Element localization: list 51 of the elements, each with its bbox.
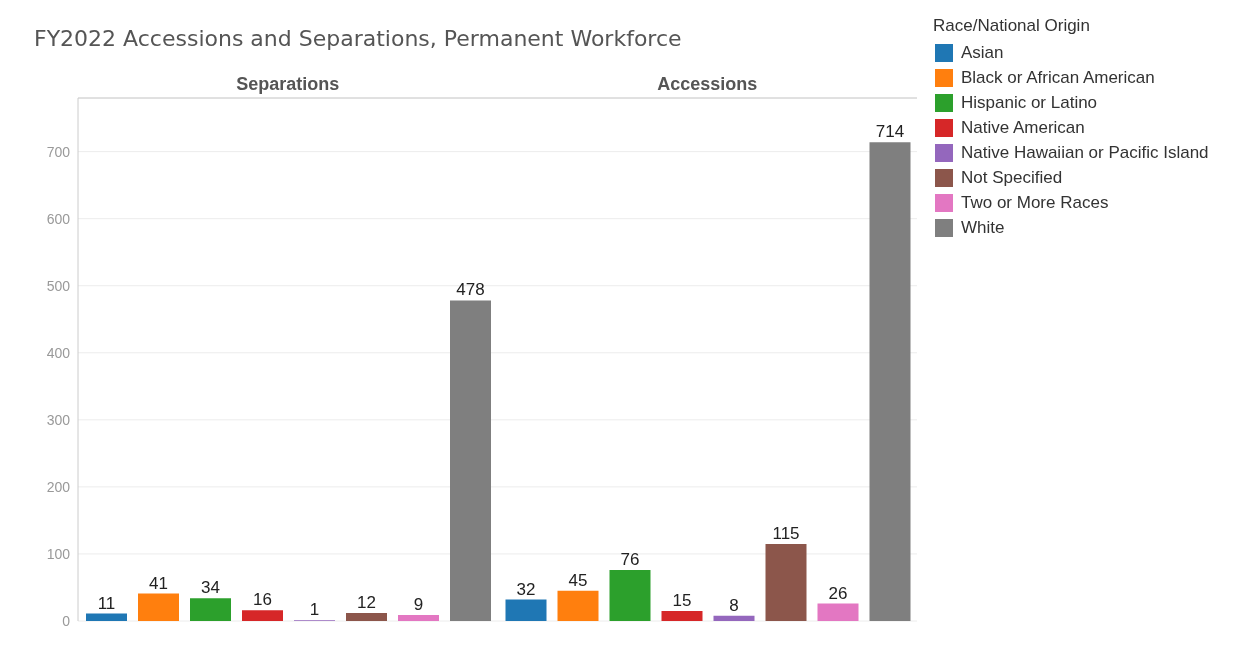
data-label: 26 — [828, 583, 848, 603]
bar — [661, 610, 703, 621]
data-label: 115 — [772, 523, 800, 543]
data-label: 76 — [620, 550, 640, 570]
data-label: 16 — [253, 590, 272, 610]
y-tick-label: 200 — [46, 478, 71, 495]
chart-title: FY2022 Accessions and Separations, Permanent Workforce — [34, 26, 682, 51]
data-label: 45 — [568, 570, 588, 590]
y-tick-label: 300 — [46, 411, 71, 428]
bar — [398, 614, 439, 621]
legend-title: Race/National Origin — [933, 16, 1091, 36]
data-label: 41 — [149, 573, 168, 593]
bar — [765, 543, 807, 621]
legend-label: White — [961, 217, 1005, 238]
data-label: 9 — [413, 594, 424, 614]
legend-label: Native American — [961, 117, 1085, 138]
bar — [713, 615, 755, 621]
legend-label: Black or African American — [961, 67, 1155, 88]
bar — [138, 593, 179, 621]
legend-label: Not Specified — [961, 167, 1063, 188]
x-tick-label: Separations — [236, 74, 340, 94]
bar — [609, 570, 651, 621]
bar — [190, 598, 231, 621]
bar — [869, 142, 911, 621]
x-tick-label: Accessions — [657, 74, 758, 94]
y-tick-label: 700 — [46, 143, 71, 160]
data-label: 12 — [357, 592, 376, 612]
data-label: 478 — [456, 280, 485, 300]
y-tick-label: 0 — [62, 612, 71, 629]
data-label: 32 — [516, 579, 536, 599]
data-label: 8 — [729, 595, 739, 615]
bar — [346, 612, 387, 621]
data-label: 34 — [201, 578, 220, 598]
bar — [242, 610, 283, 621]
legend-label: Two or More Races — [961, 192, 1109, 213]
y-tick-label: 400 — [46, 344, 71, 361]
bar — [817, 603, 859, 621]
data-label: 15 — [672, 590, 692, 610]
data-label: 714 — [875, 122, 905, 142]
bar — [86, 613, 127, 621]
data-label: 11 — [97, 593, 116, 613]
y-tick-label: 500 — [46, 277, 71, 294]
bar — [505, 599, 547, 621]
legend-label: Hispanic or Latino — [961, 92, 1098, 113]
legend-label: Asian — [961, 42, 1004, 63]
bar — [450, 300, 491, 621]
data-label: 1 — [309, 600, 320, 620]
bar — [557, 590, 599, 621]
y-tick-label: 100 — [46, 545, 71, 562]
y-tick-label: 600 — [46, 210, 71, 227]
legend-label: Native Hawaiian or Pacific Island — [961, 142, 1209, 163]
